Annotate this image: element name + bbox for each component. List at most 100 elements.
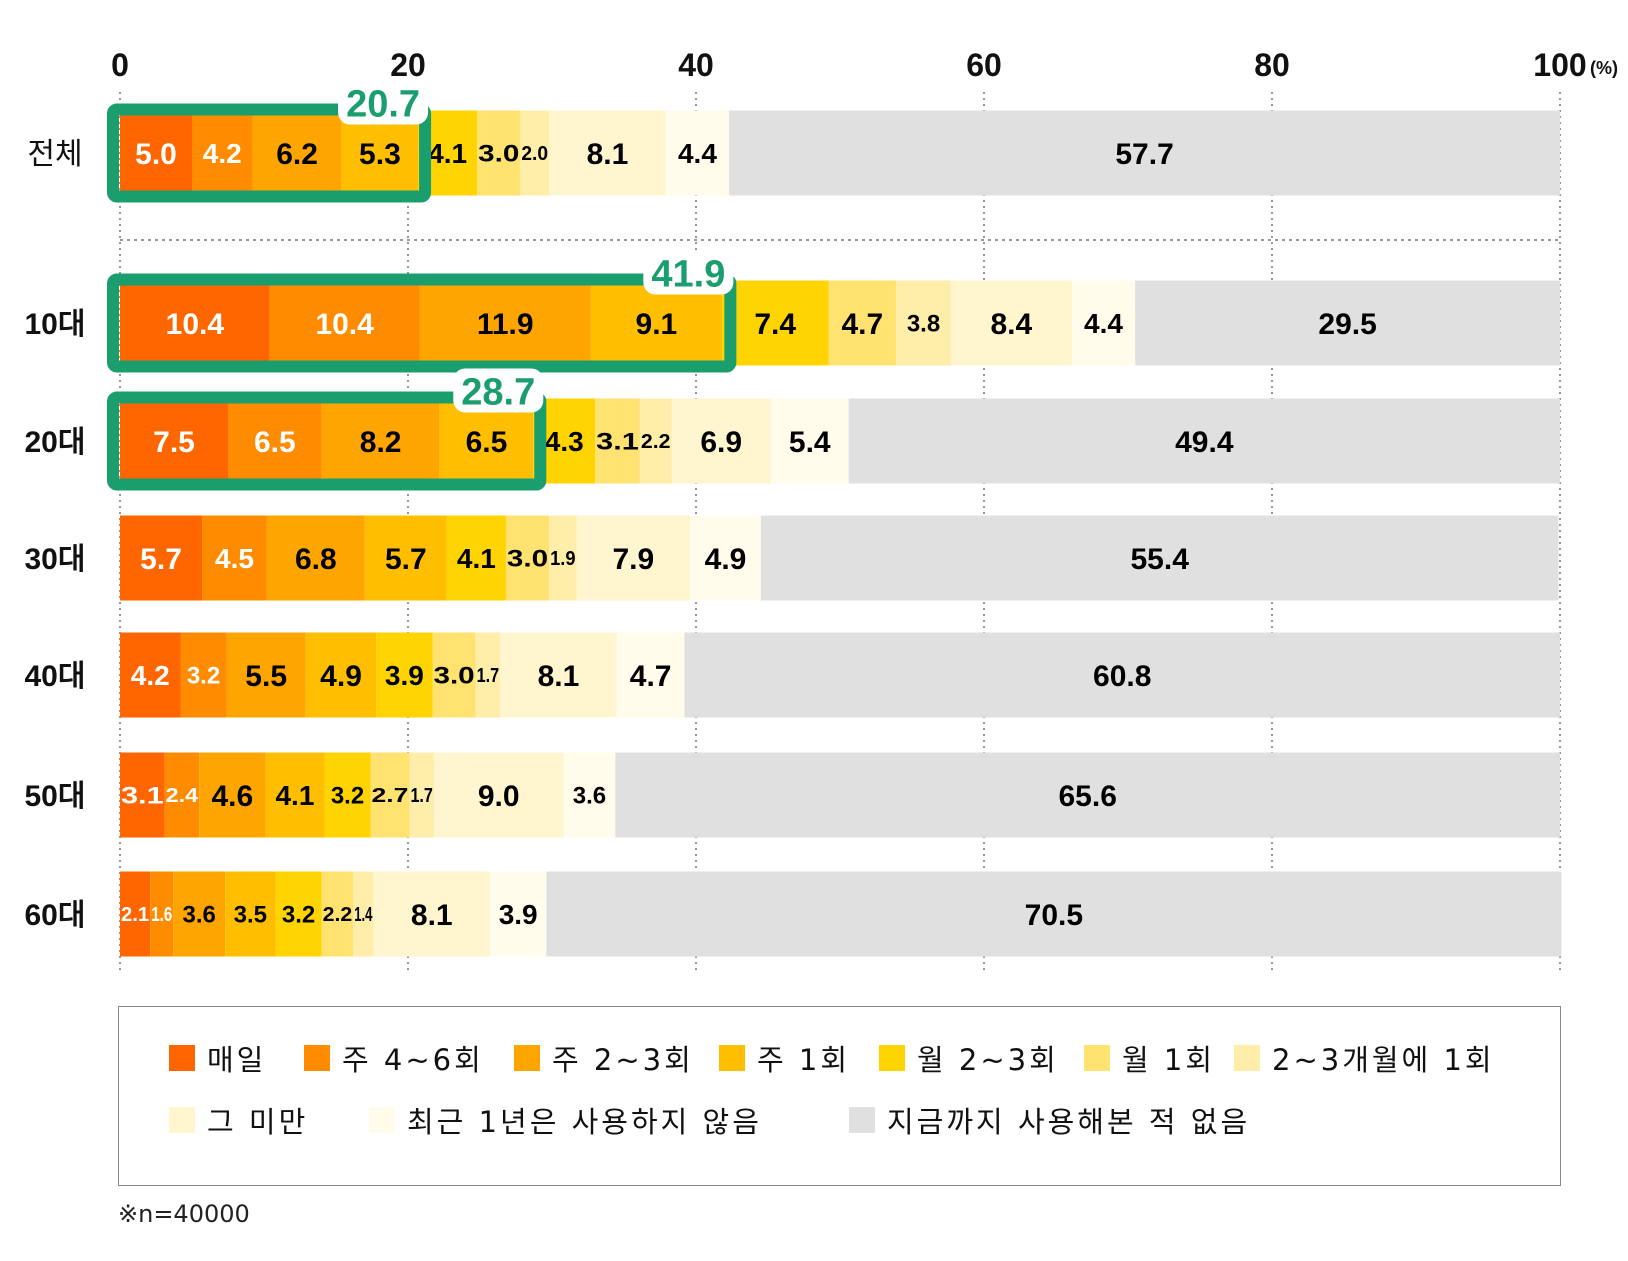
category-label: 50대 (25, 780, 86, 813)
value-label: 5.3 (359, 138, 401, 171)
value-label: 5.0 (135, 138, 177, 171)
bar-segment (275, 871, 322, 957)
legend-item-8: 최근 1년은 사용하지 않음 (369, 1103, 762, 1139)
value-label: 8.4 (991, 308, 1033, 341)
legend-label: 그 미만 (207, 1105, 309, 1139)
value-label: 3.5 (234, 902, 267, 929)
value-label: 8.1 (411, 899, 453, 932)
legend-item-3: 주 1회 (719, 1041, 850, 1077)
legend-swatch-6 (1234, 1045, 1260, 1071)
bar-segment (265, 752, 325, 838)
value-label: 2.4 (166, 785, 200, 807)
bar-segment (266, 515, 365, 601)
value-label: 3.0 (433, 663, 474, 690)
category-label: 30대 (25, 543, 86, 576)
value-label: 4.1 (457, 543, 496, 574)
category-label: 40대 (25, 660, 86, 693)
value-label: 3.2 (282, 902, 315, 929)
bar-segment (353, 871, 374, 957)
bar-segment (639, 398, 672, 484)
x-tick-label: 80 (1254, 47, 1290, 83)
bar-segment (616, 632, 685, 718)
bar-segment (120, 110, 192, 196)
bar-segment (341, 110, 419, 196)
legend-label: 2~3개월에 1회 (1272, 1043, 1495, 1077)
value-label: 8.2 (360, 426, 402, 459)
bar-segment (370, 752, 410, 838)
x-tick-label: 20 (390, 47, 426, 83)
highlight-label-bg (338, 80, 429, 125)
x-tick-label: 60 (966, 47, 1002, 83)
legend-item-2: 주 2~3회 (514, 1041, 694, 1077)
bar-segment (475, 632, 501, 718)
value-label: 49.4 (1175, 426, 1234, 459)
legend-item-7: 그 미만 (169, 1103, 308, 1139)
bar-segment (1135, 280, 1560, 366)
legend-item-6: 2~3개월에 1회 (1234, 1041, 1495, 1077)
bar-segment (520, 110, 550, 196)
category-label: 20대 (25, 426, 86, 459)
footnote: ※n=40000 (118, 1200, 250, 1228)
highlight-box (107, 103, 432, 203)
highlight-label-bg (453, 368, 544, 413)
bar-segment (120, 752, 165, 838)
legend-swatch-1 (304, 1045, 330, 1071)
bar-segment (432, 632, 476, 718)
value-label: 7.5 (153, 426, 195, 459)
value-label: 4.4 (678, 138, 717, 169)
value-label: 5.7 (385, 543, 427, 576)
value-label: 7.9 (613, 543, 655, 576)
value-label: 65.6 (1058, 780, 1116, 813)
value-label: 1.6 (151, 904, 172, 926)
value-label: 4.1 (275, 780, 314, 811)
legend-item-5: 월 1회 (1084, 1041, 1215, 1077)
highlight-box (107, 273, 737, 373)
highlight-box (107, 391, 547, 491)
bar-segment (1071, 280, 1136, 366)
legend-swatch-2 (514, 1045, 540, 1071)
value-label: 6.2 (276, 138, 318, 171)
bar-segment (500, 632, 617, 718)
bar-segment (173, 871, 226, 957)
value-label: 4.2 (203, 138, 242, 169)
value-label: 2.0 (521, 143, 548, 165)
legend-item-1: 주 4~6회 (304, 1041, 484, 1077)
value-label: 3.0 (478, 141, 519, 168)
value-label: 1.7 (410, 785, 432, 807)
bar-segment (665, 110, 730, 196)
value-label: 9.1 (636, 308, 678, 341)
legend-label: 주 1회 (757, 1043, 851, 1077)
highlight-label: 41.9 (651, 254, 725, 296)
legend-label: 주 2~3회 (552, 1043, 694, 1077)
value-label: 1.7 (477, 665, 499, 687)
value-label: 5.7 (140, 543, 182, 576)
value-label: 4.5 (215, 543, 254, 574)
bar-segment (226, 632, 306, 718)
value-label: 2.2 (323, 904, 353, 926)
value-label: 55.4 (1130, 543, 1189, 576)
value-label: 60.8 (1093, 660, 1151, 693)
value-label: 29.5 (1318, 308, 1376, 341)
value-label: 3.1 (596, 429, 639, 456)
value-label: 6.5 (254, 426, 296, 459)
legend-item-9: 지금까지 사용해본 적 없음 (849, 1103, 1250, 1139)
value-label: 5.4 (789, 426, 831, 459)
bar-segment (546, 871, 1562, 957)
bar-segment (590, 280, 722, 366)
value-label: 2.2 (641, 431, 671, 453)
x-tick-label: 100 (1533, 47, 1586, 83)
bar-segment (760, 515, 1559, 601)
value-label: 8.1 (587, 138, 629, 171)
bar-segment (120, 398, 228, 484)
bar-segment (364, 515, 447, 601)
value-label: 3.0 (507, 546, 548, 573)
bar-segment (690, 515, 761, 601)
value-label: 1.4 (354, 904, 373, 926)
value-label: 8.1 (538, 660, 580, 693)
value-label: 4.7 (841, 308, 883, 341)
value-label: 1.9 (550, 548, 575, 570)
bar-segment (199, 752, 266, 838)
legend-swatch-8 (369, 1107, 395, 1133)
bar-segment (505, 515, 550, 601)
bar-segment (615, 752, 1560, 838)
